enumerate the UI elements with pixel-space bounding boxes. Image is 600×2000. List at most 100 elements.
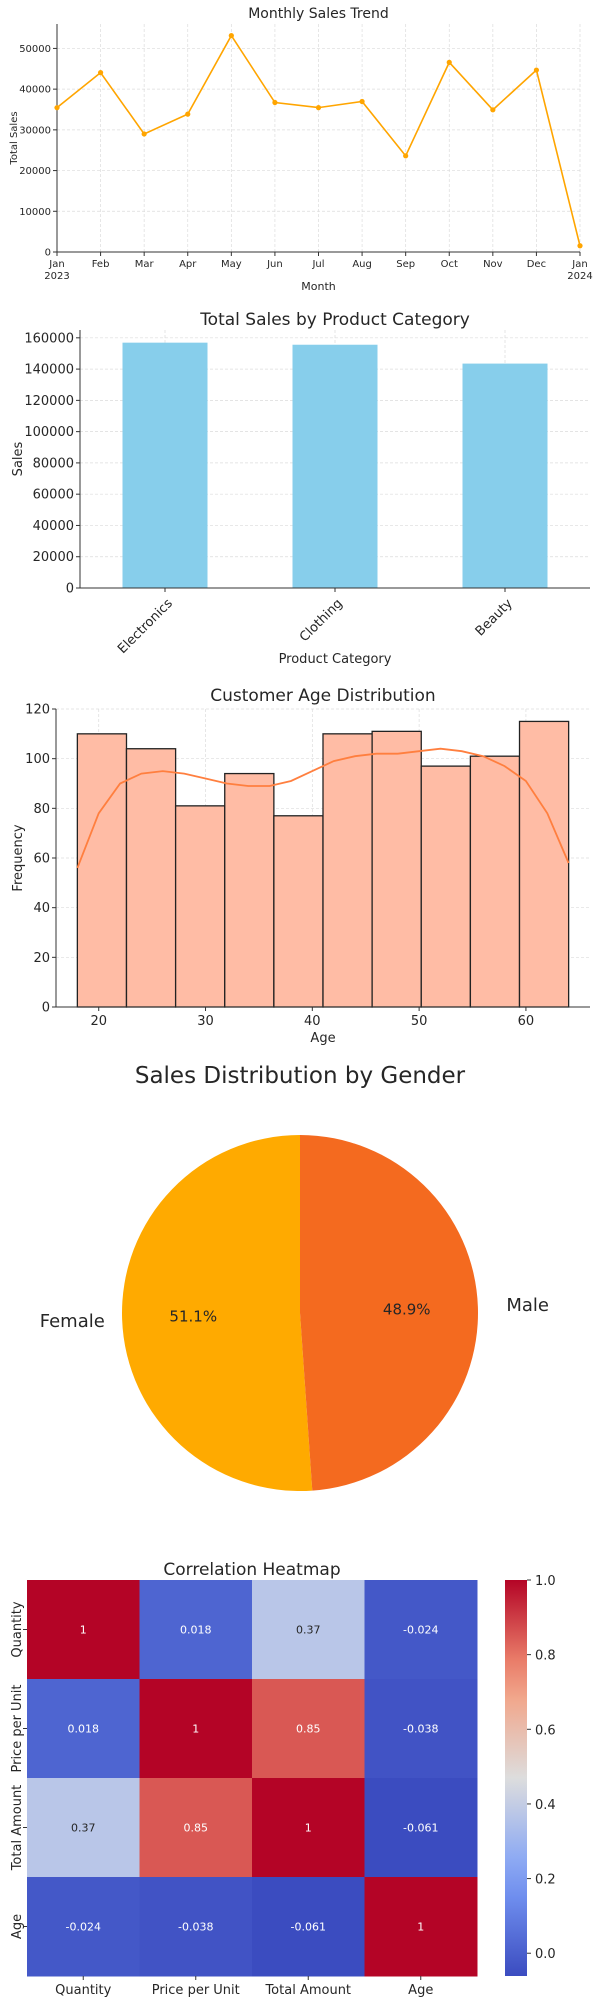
- x-tick-label: 2024: [567, 271, 592, 282]
- heatmap-cell: [252, 1679, 365, 1779]
- x-tick-label: 2023: [44, 271, 69, 282]
- bar-electronics: [122, 342, 208, 588]
- heatmap-cell-label: -0.024: [66, 1921, 101, 1934]
- x-tick-label: 40: [304, 1014, 321, 1029]
- histogram-bar: [273, 815, 324, 1008]
- histogram-bar: [469, 755, 521, 1008]
- sales-point: [97, 70, 104, 76]
- y-tick-label: 140000: [24, 363, 74, 378]
- heatmap-cell-label: 0.37: [71, 1822, 96, 1835]
- chart-title: Monthly Sales Trend: [248, 6, 389, 22]
- heatmap-cell: [27, 1580, 140, 1680]
- heatmap-cell-label: 0.37: [296, 1624, 321, 1637]
- y-tick-label: Age: [10, 1914, 25, 1939]
- y-tick-label: Quantity: [10, 1601, 25, 1657]
- chart-title: Correlation Heatmap: [163, 1560, 340, 1580]
- colorbar-tick-label: 0.8: [535, 1649, 556, 1664]
- heatmap-cell-label: -0.038: [403, 1723, 438, 1736]
- sales-point: [185, 111, 191, 117]
- colorbar-tick-label: 0.2: [535, 1873, 556, 1888]
- heatmap-cell: [27, 1877, 140, 1977]
- heatmap-cell: [364, 1778, 478, 1878]
- x-tick-label: Total Amount: [264, 1983, 351, 1998]
- gender-sales-pie-chart: Female 51.1% Male 48.9% Sales Distribution b…: [40, 1063, 549, 1491]
- heatmap-cell-label: 1: [305, 1822, 312, 1835]
- colorbar: [505, 1580, 527, 1976]
- heatmap-cell: [252, 1580, 365, 1680]
- heatmap-cell-label: 0.85: [296, 1723, 321, 1736]
- category-sales-bar-chart: 0 20000 40000 60000 80000 100000 120000 140000 1…: [11, 310, 590, 667]
- y-tick-label: 10000: [19, 207, 51, 218]
- y-axis-label: Sales: [11, 441, 26, 476]
- colorbar-tick-label: 0.6: [535, 1723, 556, 1738]
- sales-point: [533, 67, 540, 73]
- y-tick-label: 0: [66, 582, 74, 597]
- x-tick-label: Oct: [441, 259, 458, 270]
- sales-point: [315, 105, 322, 111]
- chart-title: Customer Age Distribution: [210, 686, 435, 706]
- histogram-bar: [224, 772, 275, 1008]
- y-tick-label: 20: [33, 951, 50, 966]
- y-tick-label: Total Amount: [10, 1785, 25, 1872]
- y-tick-label: 100: [25, 752, 50, 767]
- histogram-bar: [371, 730, 422, 1008]
- x-tick-label: 20: [90, 1014, 107, 1029]
- heatmap-cell: [139, 1580, 253, 1680]
- x-axis-label: Product Category: [279, 652, 392, 667]
- y-tick-label: 100000: [24, 425, 74, 440]
- y-tick-label: 60: [33, 852, 50, 867]
- x-tick-label: 60: [518, 1014, 535, 1029]
- heatmap-cell: [364, 1580, 478, 1680]
- x-tick-label: Quantity: [55, 1983, 111, 1998]
- sales-point: [54, 105, 60, 111]
- y-tick-label: 20000: [19, 166, 51, 177]
- pie-label: Female: [40, 1311, 105, 1332]
- bar-beauty: [462, 363, 548, 588]
- heatmap-cell: [27, 1679, 140, 1779]
- sales-point: [272, 99, 278, 106]
- x-tick-label: Nov: [483, 259, 503, 270]
- sales-point: [446, 59, 452, 65]
- y-tick-label: 120000: [24, 394, 74, 409]
- histogram-bar: [125, 748, 177, 1008]
- y-tick-label: 50000: [19, 44, 51, 55]
- heatmap-cell: [139, 1679, 253, 1779]
- x-tick-label: Jun: [266, 259, 283, 270]
- x-tick-label: Beauty: [473, 596, 516, 639]
- y-tick-label: 60000: [33, 488, 74, 503]
- x-tick-label: Jan: [571, 259, 587, 270]
- pie-value-label: 48.9%: [383, 1300, 431, 1318]
- y-tick-label: 20000: [33, 550, 74, 565]
- x-tick-label: 50: [411, 1014, 428, 1029]
- y-tick-label: Price per Unit: [10, 1684, 25, 1772]
- histogram-bar: [518, 720, 570, 1008]
- y-axis-label: Frequency: [11, 824, 26, 891]
- age-distribution-histogram: 0 20 40 60 80 100 120 20 30 40 50 60 Customer Age Di…: [11, 686, 590, 1046]
- heatmap-cell: [139, 1778, 253, 1878]
- heatmap-cell: [252, 1778, 365, 1878]
- correlation-heatmap: 1 0.018 0.37 -0.024 0.018 1 0.85 -0.038 0.37 0.85…: [10, 1560, 556, 1998]
- heatmap-cell-label: 1: [192, 1723, 199, 1736]
- x-tick-label: Mar: [135, 259, 155, 270]
- heatmap-cell-label: 0.018: [180, 1624, 212, 1637]
- heatmap-cell-label: -0.038: [178, 1921, 213, 1934]
- x-axis-label: Age: [310, 1031, 335, 1046]
- chart-title: Total Sales by Product Category: [199, 310, 470, 330]
- x-tick-label: May: [221, 259, 242, 270]
- x-tick-label: Aug: [352, 259, 372, 270]
- x-tick-label: Jan: [48, 259, 64, 270]
- heatmap-cell-label: -0.061: [291, 1921, 326, 1934]
- y-tick-label: 120: [25, 703, 50, 718]
- sales-point: [228, 33, 234, 39]
- heatmap-cell: [364, 1679, 478, 1779]
- x-tick-label: Dec: [527, 259, 546, 270]
- y-tick-label: 80: [33, 802, 50, 817]
- x-tick-label: Feb: [92, 259, 110, 270]
- heatmap-cell: [364, 1877, 478, 1977]
- y-tick-label: 0: [42, 1001, 50, 1016]
- colorbar-tick-label: 0.0: [535, 1947, 556, 1962]
- colorbar-tick-label: 0.4: [535, 1798, 556, 1813]
- x-tick-label: Jul: [311, 259, 324, 270]
- x-tick-label: Electronics: [115, 596, 176, 657]
